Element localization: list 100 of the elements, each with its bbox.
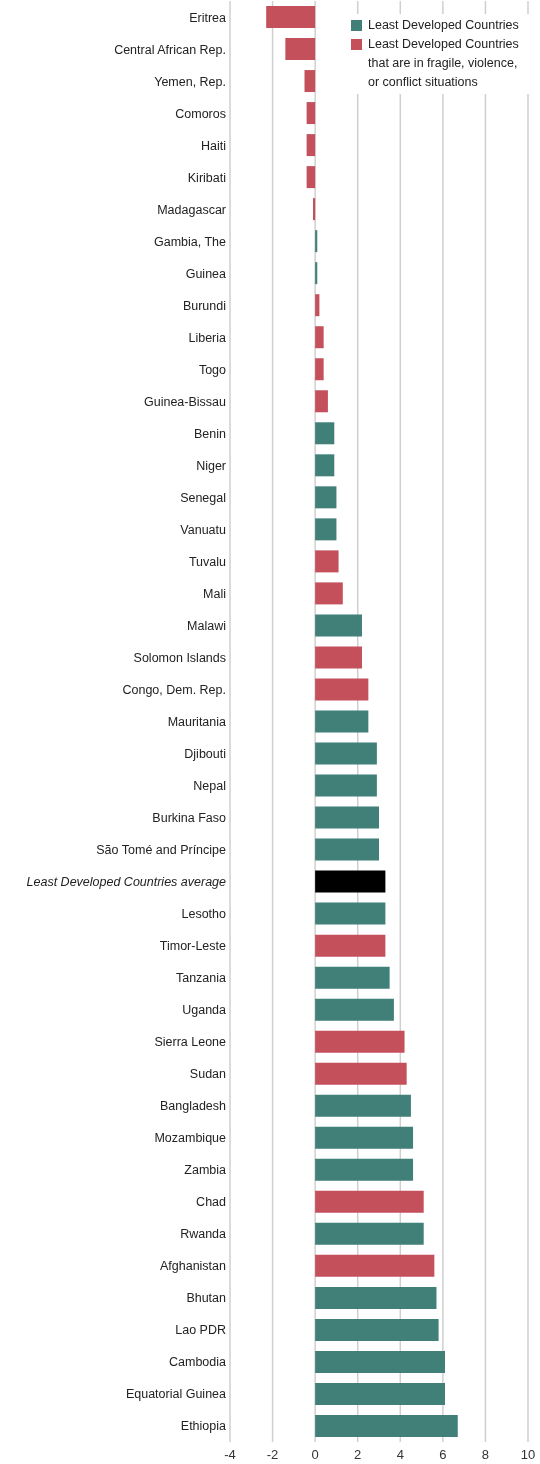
y-tick-label: Guinea — [185, 266, 227, 281]
y-tick-label: Uganda — [182, 1003, 227, 1018]
y-tick-label: Guinea-Bissau — [144, 394, 227, 409]
bar — [315, 838, 379, 861]
legend-label: Least Developed Countries — [368, 17, 520, 34]
x-tick-label: -4 — [224, 1447, 236, 1463]
y-tick-label: Comoros — [175, 106, 226, 121]
bar — [315, 262, 318, 285]
bar — [315, 1190, 424, 1213]
bar — [315, 646, 362, 669]
x-tick-label: 10 — [520, 1447, 536, 1463]
y-tick-label: Djibouti — [184, 747, 226, 762]
y-tick-label: Bhutan — [186, 1291, 227, 1306]
y-tick-label: Lao PDR — [175, 1323, 226, 1338]
bar — [315, 1222, 424, 1245]
bar — [315, 1414, 458, 1437]
bar — [315, 1062, 407, 1085]
x-tick-label: 6 — [439, 1447, 447, 1463]
x-tick-label: -2 — [266, 1447, 279, 1463]
bar — [315, 1318, 439, 1341]
bar — [315, 870, 386, 893]
y-tick-label: Congo, Dem. Rep. — [122, 682, 226, 697]
y-tick-label: Rwanda — [180, 1227, 227, 1242]
bar — [306, 102, 316, 125]
legend-label: Least Developed Countries that are in fragile, violence, or conflict situations — [368, 36, 520, 91]
y-tick-label: Benin — [194, 426, 227, 441]
bar — [315, 1254, 435, 1277]
bar — [315, 1382, 445, 1405]
bar — [315, 902, 386, 925]
bar — [315, 710, 369, 733]
y-tick-label: Ethiopia — [180, 1419, 227, 1434]
y-tick-label: Sierra Leone — [154, 1035, 227, 1050]
y-tick-label: Sudan — [189, 1067, 227, 1082]
bar — [315, 806, 379, 829]
y-tick-label: Afghanistan — [159, 1259, 227, 1274]
bar — [315, 358, 324, 381]
bar — [315, 486, 337, 509]
y-tick-label: Solomon Islands — [133, 650, 226, 665]
y-tick-label: Burkina Faso — [152, 811, 227, 826]
bar — [315, 614, 362, 637]
y-tick-label: Mauritania — [167, 715, 227, 729]
bar — [315, 550, 339, 573]
bar — [315, 1030, 405, 1053]
x-tick-label: 0 — [311, 1447, 319, 1463]
y-tick-label: Vanuatu — [180, 522, 227, 537]
bar — [306, 166, 316, 189]
x-tick-label: 4 — [396, 1447, 404, 1463]
bar — [315, 774, 377, 797]
y-tick-label: Burundi — [182, 298, 226, 313]
y-tick-label: Mali — [203, 586, 226, 601]
y-tick-label: Tanzania — [175, 971, 227, 986]
bar — [315, 678, 369, 701]
bar — [315, 326, 324, 349]
y-tick-label: Togo — [198, 362, 227, 377]
y-tick-label: Madagascar — [157, 202, 226, 217]
y-tick-label: Cambodia — [169, 1355, 227, 1370]
bar — [315, 1126, 414, 1149]
y-tick-label: Senegal — [180, 490, 226, 505]
y-tick-label: Zambia — [184, 1163, 227, 1178]
y-tick-label: Tuvalu — [188, 554, 227, 569]
bar — [315, 934, 386, 957]
bar — [315, 294, 320, 317]
bar — [315, 422, 335, 445]
y-tick-label: Malawi — [187, 618, 226, 633]
y-tick-label: Timor-Leste — [159, 939, 227, 954]
y-tick-label: Gambia, The — [153, 234, 227, 249]
bar — [315, 518, 337, 541]
bar — [304, 70, 316, 93]
bar — [285, 38, 316, 61]
bar — [266, 6, 316, 28]
y-tick-label: Equatorial Guinea — [125, 1387, 227, 1402]
y-tick-label: Central African Rep. — [114, 42, 226, 57]
bar — [315, 582, 343, 605]
bar — [315, 1350, 445, 1373]
y-tick-label: Eritrea — [189, 10, 227, 25]
y-tick-label: Nepal — [193, 779, 226, 794]
y-tick-label: São Tomé and Príncipe — [96, 843, 227, 858]
y-tick-label: Yemen, Rep. — [154, 74, 226, 89]
y-tick-label: Lesotho — [181, 907, 227, 922]
bar — [315, 1286, 437, 1309]
x-tick-label: 8 — [481, 1447, 490, 1463]
bar — [315, 742, 377, 765]
y-tick-label: Niger — [196, 458, 226, 473]
y-tick-label: Mozambique — [154, 1131, 227, 1146]
y-tick-label: Liberia — [188, 330, 227, 345]
bar — [315, 998, 394, 1021]
bar — [315, 966, 390, 989]
y-tick-label: Bangladesh — [159, 1099, 227, 1114]
bar — [315, 390, 328, 413]
bar — [306, 134, 316, 157]
bar — [315, 454, 335, 477]
bar — [315, 1158, 414, 1181]
y-tick-label: Chad — [196, 1195, 227, 1210]
y-tick-label: Least Developed Countries average — [26, 875, 227, 890]
y-tick-label: Kiribati — [187, 170, 226, 185]
bar — [315, 230, 318, 253]
x-tick-label: 2 — [354, 1447, 362, 1463]
bar — [315, 1094, 411, 1117]
bar — [313, 198, 316, 221]
y-tick-label: Haiti — [200, 138, 226, 153]
